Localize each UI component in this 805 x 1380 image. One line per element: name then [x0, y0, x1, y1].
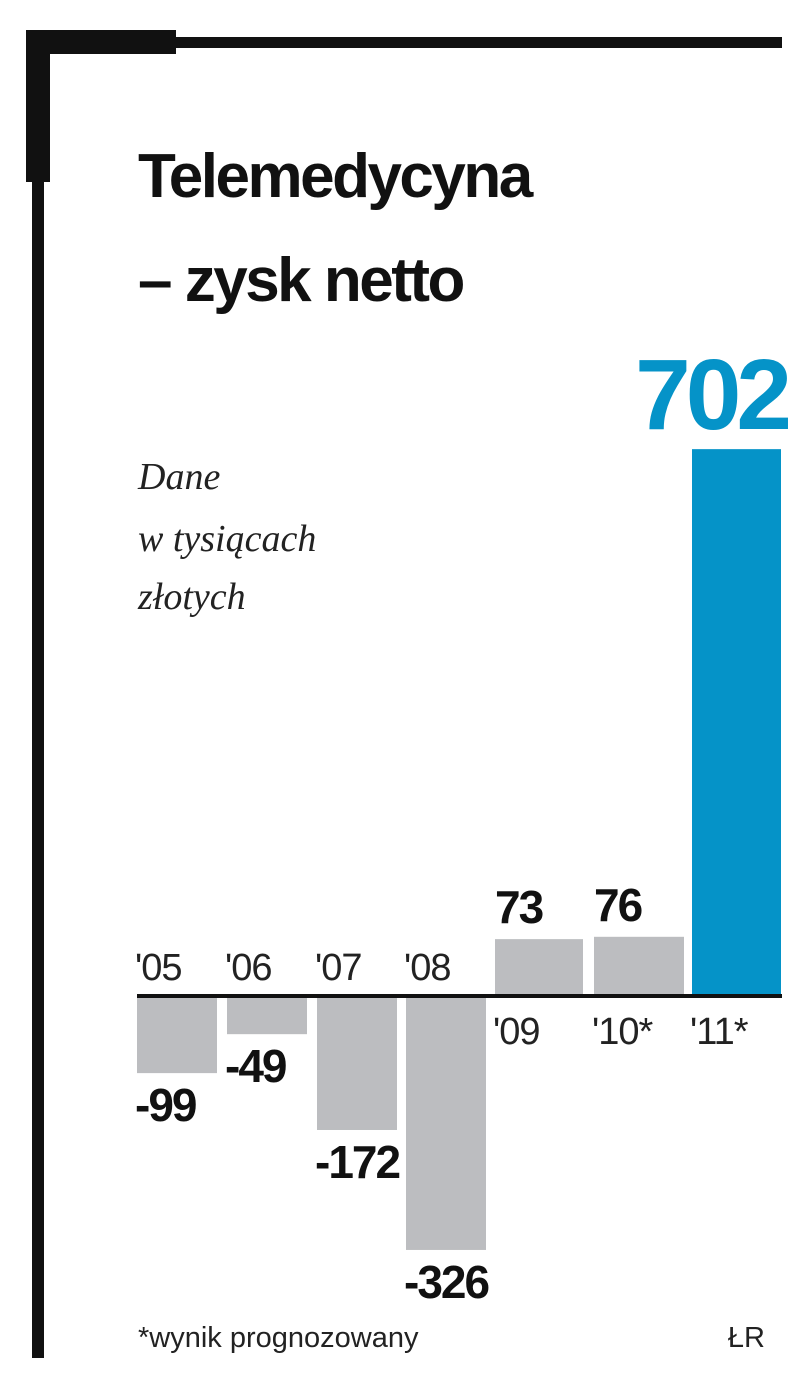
- tick-label: '10*: [592, 1011, 654, 1053]
- bar-10: [594, 936, 684, 996]
- data-label-highlight: 702: [635, 339, 788, 451]
- data-label: 73: [495, 881, 543, 933]
- unit-note-line-2: w tysiącach: [138, 518, 317, 560]
- tick-label: '08: [404, 947, 451, 989]
- tick-label: '09: [493, 1011, 540, 1053]
- unit-note-line-1: Dane: [138, 456, 221, 498]
- frame-left-rule: [32, 182, 44, 1358]
- bar-09: [495, 939, 583, 996]
- footnote: *wynik prognozowany: [138, 1322, 419, 1354]
- bar-08: [406, 996, 486, 1250]
- bar-11: [692, 449, 781, 997]
- frame-left-bar: [26, 30, 50, 182]
- unit-note-line-3: złotych: [138, 576, 246, 618]
- tick-label: '07: [315, 947, 362, 989]
- source-credit: ŁR: [727, 1322, 765, 1354]
- x-axis-line: [137, 994, 782, 998]
- frame-top-rule: [176, 37, 782, 48]
- data-label: 76: [594, 879, 642, 931]
- data-label: -99: [135, 1079, 196, 1131]
- data-label: -326: [404, 1256, 488, 1308]
- bar-05: [137, 996, 217, 1074]
- data-label: -172: [315, 1136, 399, 1188]
- tick-label: '11*: [690, 1011, 749, 1053]
- chart-title-line-1: Telemedycyna: [138, 142, 533, 211]
- chart-title-line-2: – zysk netto: [138, 246, 465, 315]
- frame-top-bar: [26, 30, 176, 54]
- bar-07: [317, 996, 397, 1130]
- tick-label: '05: [135, 947, 182, 989]
- data-label: -49: [225, 1040, 286, 1092]
- tick-label: '06: [225, 947, 272, 989]
- bar-06: [227, 996, 307, 1035]
